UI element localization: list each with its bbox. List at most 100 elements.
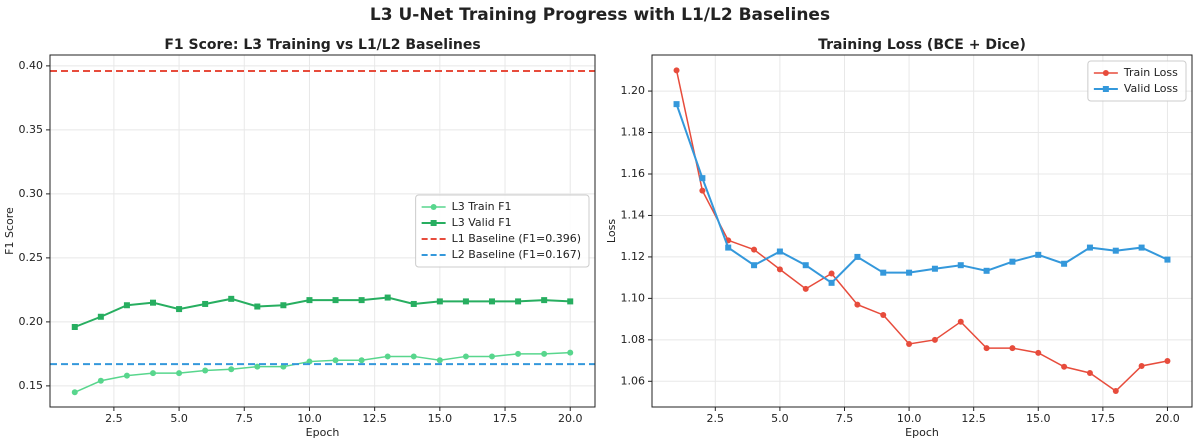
data-point [751,246,758,253]
legend-box [1087,60,1187,102]
x-tick-label: 17.5 [493,412,518,425]
data-point [410,353,417,360]
data-point [358,297,365,304]
y-tick-label: 0.20 [19,315,44,328]
data-point [462,298,469,305]
y-axis-label: F1 Score [3,207,16,255]
y-tick-label: 1.20 [621,84,646,97]
data-point [1112,247,1119,254]
data-point [957,318,964,325]
series-line [74,296,571,328]
plot-frame [651,54,1193,408]
data-point [228,295,235,302]
data-point [828,279,835,286]
data-point [673,101,680,108]
data-point [983,345,990,352]
data-point [176,306,183,313]
data-point [1138,244,1145,251]
x-tick-label: 17.5 [1091,412,1116,425]
legend-marker [1102,86,1109,92]
data-point [880,269,887,276]
x-tick-label: 10.0 [297,412,322,425]
x-tick-label: 7.5 [836,412,854,425]
data-point [802,262,809,269]
figure-title: L3 U-Net Training Progress with L1/L2 Ba… [370,5,830,25]
data-point [97,377,104,384]
data-point [150,370,157,377]
data-point [228,366,235,373]
legend-marker [430,204,437,210]
data-point [957,262,964,269]
data-point [1035,251,1042,258]
data-point [802,285,809,292]
x-axis-label: Epoch [905,426,939,439]
data-point [97,313,104,320]
chart-title: F1 Score: L3 Training vs L1/L2 Baselines [164,37,480,53]
y-tick-label: 1.10 [621,291,646,304]
y-tick-label: 0.25 [19,251,44,264]
x-tick-label: 2.5 [105,412,123,425]
data-point [71,324,78,330]
data-point [1138,362,1145,369]
legend-label: L2 Baseline (F1=0.167) [452,248,581,261]
data-point [699,175,706,182]
x-tick-label: 12.5 [961,412,986,425]
data-point [1061,260,1068,267]
data-point [150,299,157,306]
data-point [906,340,913,347]
data-point [725,244,732,251]
data-point [280,302,287,309]
data-point [515,350,522,357]
x-tick-label: 15.0 [428,412,453,425]
data-point [880,311,887,318]
series-line [74,351,571,393]
y-tick-label: 1.14 [621,208,646,221]
data-point [306,297,313,304]
y-tick-label: 0.15 [19,379,44,392]
data-point [515,298,522,305]
y-tick-label: 1.08 [621,333,646,346]
x-axis-label: Epoch [306,426,340,439]
data-point [1061,363,1068,370]
legend-marker [430,220,437,226]
data-point [462,353,469,360]
data-point [176,370,183,377]
y-tick-label: 1.16 [621,167,646,180]
chart-title: Training Loss (BCE + Dice) [818,37,1026,53]
legend-label: Valid Loss [1124,82,1178,95]
y-tick-label: 1.12 [621,250,646,263]
data-point [384,294,391,301]
data-point [71,389,78,396]
data-point [254,303,261,310]
data-point [854,301,861,308]
data-point [306,358,313,365]
data-point [1112,388,1119,395]
y-tick-label: 0.30 [19,187,44,200]
x-tick-label: 5.0 [771,412,789,425]
data-point [280,363,287,370]
data-point [358,357,365,364]
data-point [931,336,938,343]
data-point [854,253,861,260]
series-line [675,103,1168,285]
y-tick-label: 0.35 [19,123,44,136]
data-point [776,248,783,255]
data-point [1164,357,1171,364]
data-point [567,298,574,305]
x-tick-label: 5.0 [170,412,188,425]
data-point [1035,349,1042,356]
data-point [123,302,130,309]
legend-label: Train Loss [1123,66,1178,79]
data-point [828,270,835,277]
data-point [1086,370,1093,377]
legend-label: L3 Valid F1 [452,216,512,229]
y-tick-label: 0.40 [19,59,44,72]
data-point [699,187,706,194]
data-point [436,298,443,305]
data-point [776,266,783,273]
data-point [1009,258,1016,265]
x-tick-label: 2.5 [707,412,725,425]
data-point [1009,345,1016,352]
x-tick-label: 20.0 [1155,412,1180,425]
data-point [202,367,209,374]
